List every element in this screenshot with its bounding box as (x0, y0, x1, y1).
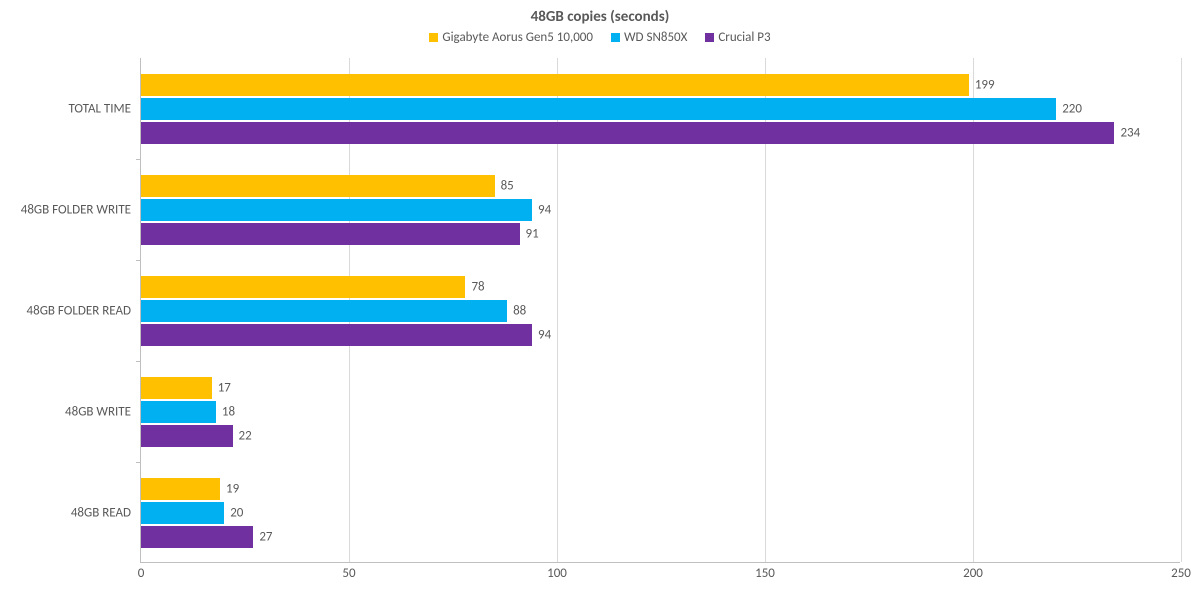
bar-row: 27 (141, 526, 253, 548)
chart-container: 48GB copies (seconds) Gigabyte Aorus Gen… (0, 0, 1200, 600)
category-tick (136, 361, 141, 362)
bar-value-label: 94 (538, 327, 551, 342)
bar-value-label: 220 (1062, 101, 1082, 116)
bar-value-label: 17 (218, 380, 231, 395)
bar (141, 502, 224, 524)
bar (141, 98, 1056, 120)
bar-row: 199 (141, 74, 969, 96)
legend-label: WD SN850X (624, 30, 687, 45)
bar (141, 175, 495, 197)
bar-value-label: 199 (975, 77, 995, 92)
bar-row: 85 (141, 175, 495, 197)
bar-row: 20 (141, 502, 224, 524)
category-label: 48GB FOLDER WRITE (21, 202, 131, 217)
x-tick-label: 250 (1171, 566, 1191, 581)
bar-row: 94 (141, 324, 532, 346)
x-tick-label: 0 (138, 566, 145, 581)
legend-swatch (611, 33, 620, 42)
gridline (1181, 58, 1182, 562)
category-tick (136, 462, 141, 463)
legend-item: WD SN850X (611, 30, 687, 45)
bar (141, 425, 233, 447)
bar-row: 78 (141, 276, 465, 298)
bar-value-label: 19 (226, 481, 239, 496)
legend-item: Crucial P3 (705, 30, 770, 45)
bar-value-label: 94 (538, 202, 551, 217)
bar-value-label: 88 (513, 303, 526, 318)
legend: Gigabyte Aorus Gen5 10,000 WD SN850X Cruci… (0, 30, 1200, 45)
legend-label: Gigabyte Aorus Gen5 10,000 (442, 30, 593, 45)
bar (141, 401, 216, 423)
bar (141, 300, 507, 322)
bar-value-label: 22 (239, 428, 252, 443)
bar-row: 88 (141, 300, 507, 322)
legend-swatch (705, 33, 714, 42)
bar (141, 324, 532, 346)
bar-row: 19 (141, 478, 220, 500)
x-tick-label: 50 (342, 566, 355, 581)
bar (141, 199, 532, 221)
plot-area: 050100150200250TOTAL TIME19922023448GB F… (140, 58, 1180, 563)
category-tick (136, 260, 141, 261)
x-tick-label: 150 (755, 566, 775, 581)
bar (141, 478, 220, 500)
category-label: 48GB WRITE (65, 404, 131, 419)
bar-row: 91 (141, 223, 520, 245)
bar (141, 74, 969, 96)
x-tick-label: 200 (963, 566, 983, 581)
bar-value-label: 234 (1120, 125, 1140, 140)
bar-row: 22 (141, 425, 233, 447)
category-label: 48GB READ (71, 505, 131, 520)
bar (141, 276, 465, 298)
bar-value-label: 85 (501, 178, 514, 193)
bar-row: 18 (141, 401, 216, 423)
bar-value-label: 27 (259, 529, 272, 544)
bar-value-label: 91 (526, 226, 539, 241)
bar (141, 526, 253, 548)
x-tick-label: 100 (547, 566, 567, 581)
bar-value-label: 20 (230, 505, 243, 520)
bar-row: 220 (141, 98, 1056, 120)
legend-label: Crucial P3 (718, 30, 770, 45)
bar-value-label: 78 (471, 279, 484, 294)
category-label: TOTAL TIME (68, 101, 131, 116)
bar-row: 17 (141, 377, 212, 399)
bar-value-label: 18 (222, 404, 235, 419)
bar (141, 377, 212, 399)
category-label: 48GB FOLDER READ (27, 303, 131, 318)
legend-swatch (429, 33, 438, 42)
bar-row: 234 (141, 122, 1114, 144)
bar-row: 94 (141, 199, 532, 221)
category-tick (136, 159, 141, 160)
bar (141, 223, 520, 245)
chart-title: 48GB copies (seconds) (0, 0, 1200, 26)
bar (141, 122, 1114, 144)
legend-item: Gigabyte Aorus Gen5 10,000 (429, 30, 593, 45)
